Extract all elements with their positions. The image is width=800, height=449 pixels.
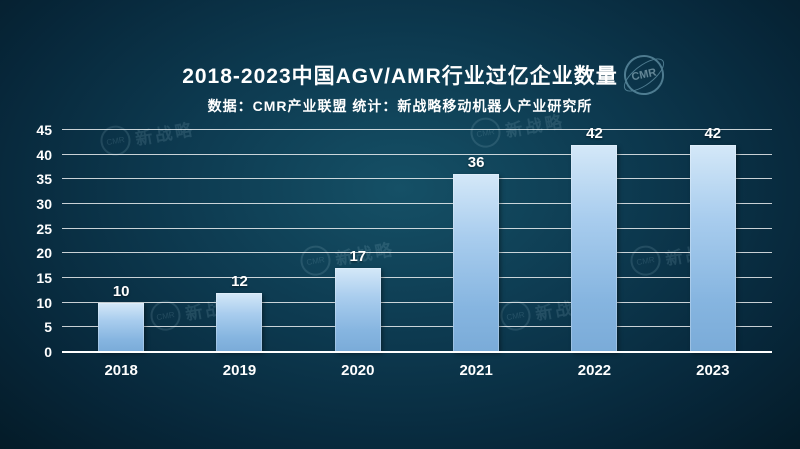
- bar-slot: 17: [299, 130, 417, 352]
- bar-slot: 10: [62, 130, 180, 352]
- grid-line: [62, 326, 772, 328]
- bar-slot: 12: [180, 130, 298, 352]
- bar: [571, 144, 618, 352]
- y-tick-label: 20: [36, 245, 52, 262]
- plot-area: 0 5 10 15 20 25 30 35 40 45 10 12 17 36 42 42 2018 2019…: [36, 122, 772, 379]
- grid-line: [62, 301, 772, 303]
- bar-value-label: 36: [467, 154, 485, 172]
- grid-line: [62, 153, 772, 155]
- bar-value-label: 42: [586, 124, 603, 142]
- y-tick-label: 10: [36, 294, 52, 311]
- chart-subtitle: 数据：CMR产业联盟 统计：新战略移动机器人产业研究所: [207, 98, 593, 114]
- y-tick-label: 25: [36, 220, 52, 237]
- y-tick-label: 35: [36, 171, 52, 188]
- y-tick-label: 45: [36, 122, 52, 138]
- x-axis-labels: 2018 2019 2020 2021 2022 2023: [62, 362, 772, 379]
- y-tick-label: 40: [36, 146, 52, 163]
- bar: [334, 268, 381, 352]
- x-tick-label: 2020: [341, 362, 375, 379]
- bar: [453, 174, 500, 352]
- cmr-logo-icon: CMR: [620, 51, 668, 99]
- x-tick-label: 2018: [104, 362, 138, 379]
- grid-line: [62, 277, 772, 279]
- y-tick-label: 5: [44, 319, 52, 336]
- y-tick-label: 15: [36, 270, 52, 287]
- grid-line: [62, 129, 772, 130]
- cmr-logo-text: CMR: [630, 66, 658, 84]
- bar-slot: 42: [535, 125, 653, 352]
- x-axis-line: [62, 351, 772, 353]
- bar-slot: 42: [654, 125, 772, 352]
- chart-title: 2018-2023中国AGV/AMR行业过亿企业数量: [182, 65, 618, 88]
- bar: [98, 302, 145, 352]
- x-tick-label: 2019: [222, 362, 257, 379]
- bar-value-label: 42: [704, 124, 722, 142]
- grid-line: [62, 178, 772, 180]
- grid-line: [62, 203, 772, 205]
- y-tick-label: 30: [36, 196, 52, 213]
- bar: [216, 292, 263, 352]
- bar-slot: 36: [417, 130, 535, 352]
- bar-value-label: 17: [349, 248, 367, 266]
- bar-value-label: 12: [231, 272, 248, 290]
- x-tick-label: 2022: [577, 362, 612, 379]
- y-tick-label: 0: [44, 344, 52, 360]
- x-tick-label: 2021: [459, 362, 493, 379]
- grid-line: [62, 252, 772, 254]
- grid-line: [62, 227, 772, 229]
- bars-container: 10 12 17 36 42 42: [62, 125, 772, 352]
- x-tick-label: 2023: [696, 362, 730, 379]
- bar-value-label: 10: [112, 282, 130, 300]
- bar: [689, 144, 736, 352]
